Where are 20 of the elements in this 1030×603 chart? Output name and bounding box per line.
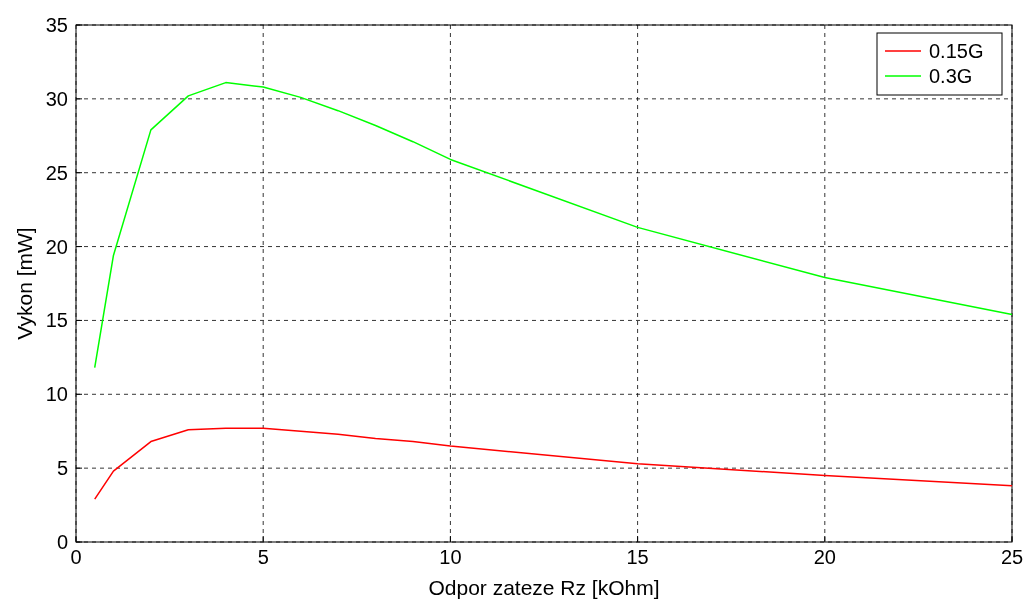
y-tick-label: 10 bbox=[45, 383, 68, 406]
y-axis-title: Vykon [mW] bbox=[13, 227, 36, 340]
line-series bbox=[93, 427, 1013, 500]
legend-label: 0.15G bbox=[929, 40, 984, 62]
y-tick-label: 0 bbox=[56, 531, 68, 553]
y-tick-label: 35 bbox=[45, 14, 68, 36]
y-tick-label: 15 bbox=[45, 309, 68, 332]
y-tick-label: 5 bbox=[56, 457, 68, 480]
x-tick-label: 15 bbox=[626, 546, 649, 568]
legend-label: 0.3G bbox=[929, 65, 973, 87]
y-tick-label: 25 bbox=[45, 161, 68, 184]
x-tick-label: 25 bbox=[1000, 546, 1024, 568]
y-tick-label: 30 bbox=[45, 87, 68, 110]
x-tick-label: 5 bbox=[257, 546, 269, 568]
y-tick-label: 20 bbox=[45, 235, 68, 258]
x-axis-title: Odpor zateze Rz [kOhm] bbox=[428, 576, 660, 599]
line-series bbox=[93, 81, 1013, 369]
x-tick-label: 0 bbox=[70, 546, 82, 568]
x-tick-label: 20 bbox=[813, 546, 836, 568]
x-tick-label: 10 bbox=[439, 546, 462, 568]
